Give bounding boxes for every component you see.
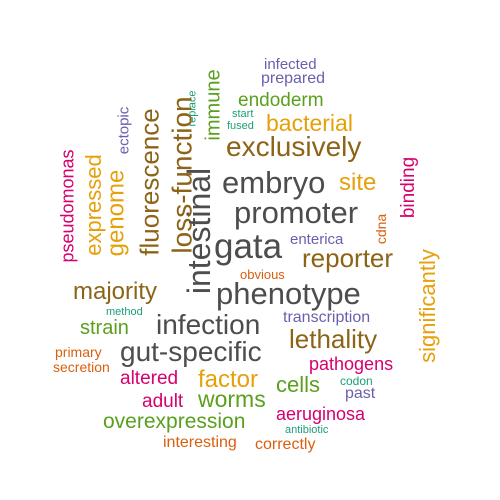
word-primary: primary (55, 344, 102, 360)
word-site: site (339, 169, 377, 196)
word-method: method (106, 306, 143, 318)
word-pseudomonas: pseudomonas (57, 149, 78, 263)
word-worms: worms (198, 386, 266, 412)
word-aeruginosa: aeruginosa (276, 404, 366, 424)
word-past: past (345, 385, 376, 402)
word-strain: strain (80, 317, 129, 339)
word-promoter: promoter (234, 195, 359, 230)
word-interesting: interesting (163, 434, 237, 451)
word-infected: infected (264, 56, 317, 73)
word-infection: infection (156, 309, 261, 340)
word-transcription: transcription (283, 309, 371, 326)
word-pathogens: pathogens (309, 354, 394, 374)
word-gata: gata (214, 227, 283, 266)
word-altered: altered (120, 368, 179, 389)
word-obvious: obvious (240, 267, 285, 282)
word-binding: binding (397, 156, 419, 218)
word-overexpression: overexpression (103, 410, 246, 433)
word-cdna: cdna (373, 213, 390, 245)
word-secretion: secretion (53, 359, 110, 375)
word-gut-specific: gut-specific (120, 336, 262, 367)
word-lethality: lethality (289, 324, 378, 354)
word-majority: majority (73, 278, 158, 305)
word-codon: codon (340, 374, 373, 388)
word-significantly: significantly (414, 249, 440, 363)
word-start: start (232, 108, 254, 120)
word-bacterial: bacterial (266, 110, 353, 136)
word-correctly: correctly (255, 436, 316, 453)
word-fluorescence: fluorescence (134, 108, 165, 256)
word-intestinal: intestinal (181, 167, 218, 295)
word-cells: cells (276, 372, 321, 397)
word-fused: fused (227, 120, 254, 132)
word-prepared: prepared (261, 70, 326, 87)
word-phenotype: phenotype (216, 276, 361, 311)
word-adult: adult (142, 391, 184, 412)
word-endoderm: endoderm (238, 90, 324, 111)
word-ectopic: ectopic (115, 106, 133, 154)
word-immune: immune (202, 69, 225, 141)
word-exclusively: exclusively (226, 131, 362, 162)
word-enterica: enterica (290, 231, 344, 248)
word-genome: genome (101, 169, 129, 257)
word-reporter: reporter (302, 243, 394, 273)
word-antibiotic: antibiotic (285, 424, 329, 436)
word-factor: factor (198, 366, 259, 393)
word-embryo: embryo (222, 165, 326, 200)
